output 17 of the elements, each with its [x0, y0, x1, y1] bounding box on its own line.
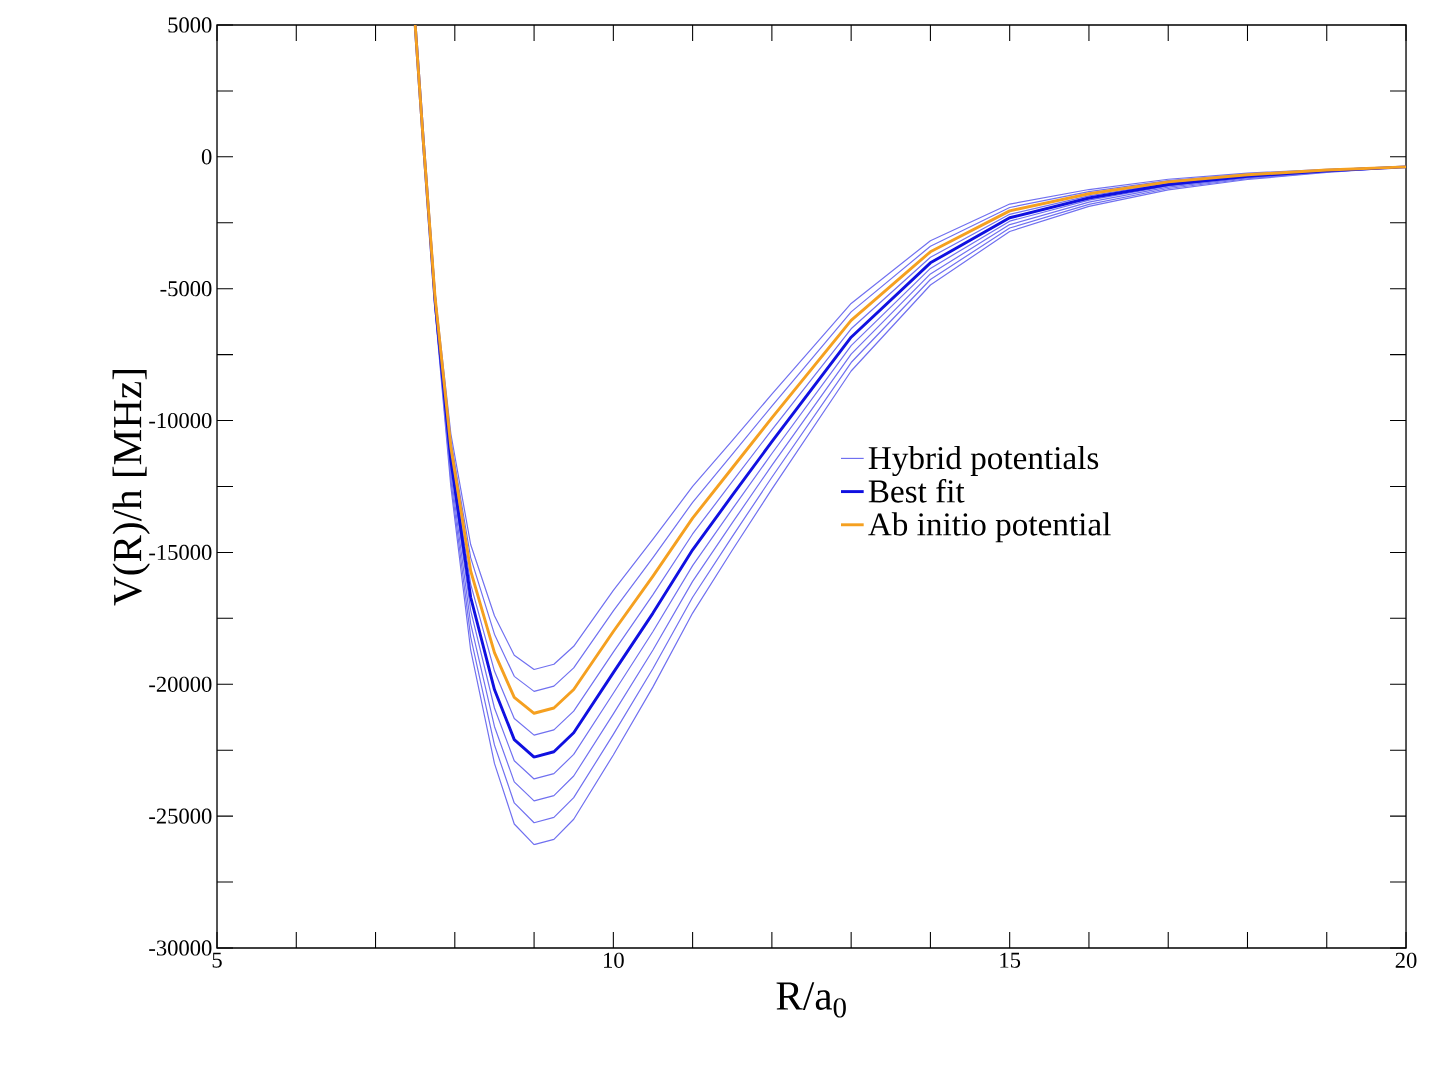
x-tick-label: 20 — [1395, 952, 1417, 968]
x-tick-label: 5 — [212, 952, 222, 968]
legend-label: Hybrid potentials — [868, 445, 1099, 477]
y-tick-label: -20000 — [149, 676, 212, 692]
x-tick-label: 15 — [1000, 952, 1021, 968]
x-tick-label: 10 — [604, 952, 624, 968]
y-tick-label: 5000 — [168, 17, 212, 33]
y-axis-title: V(R)/h [MHz] — [112, 370, 150, 606]
y-tick-label: -30000 — [149, 940, 212, 956]
legend-label: Best fit — [868, 478, 965, 503]
y-tick-label: -25000 — [149, 808, 212, 824]
y-tick-label: 0 — [201, 149, 212, 165]
legend-label: Ab initio potential — [868, 512, 1111, 543]
y-tick-label: -10000 — [149, 412, 212, 429]
x-axis-title: R/a$_{0}$ — [776, 982, 846, 1018]
y-tick-label: -5000 — [160, 281, 212, 297]
y-tick-label: -15000 — [149, 544, 212, 561]
